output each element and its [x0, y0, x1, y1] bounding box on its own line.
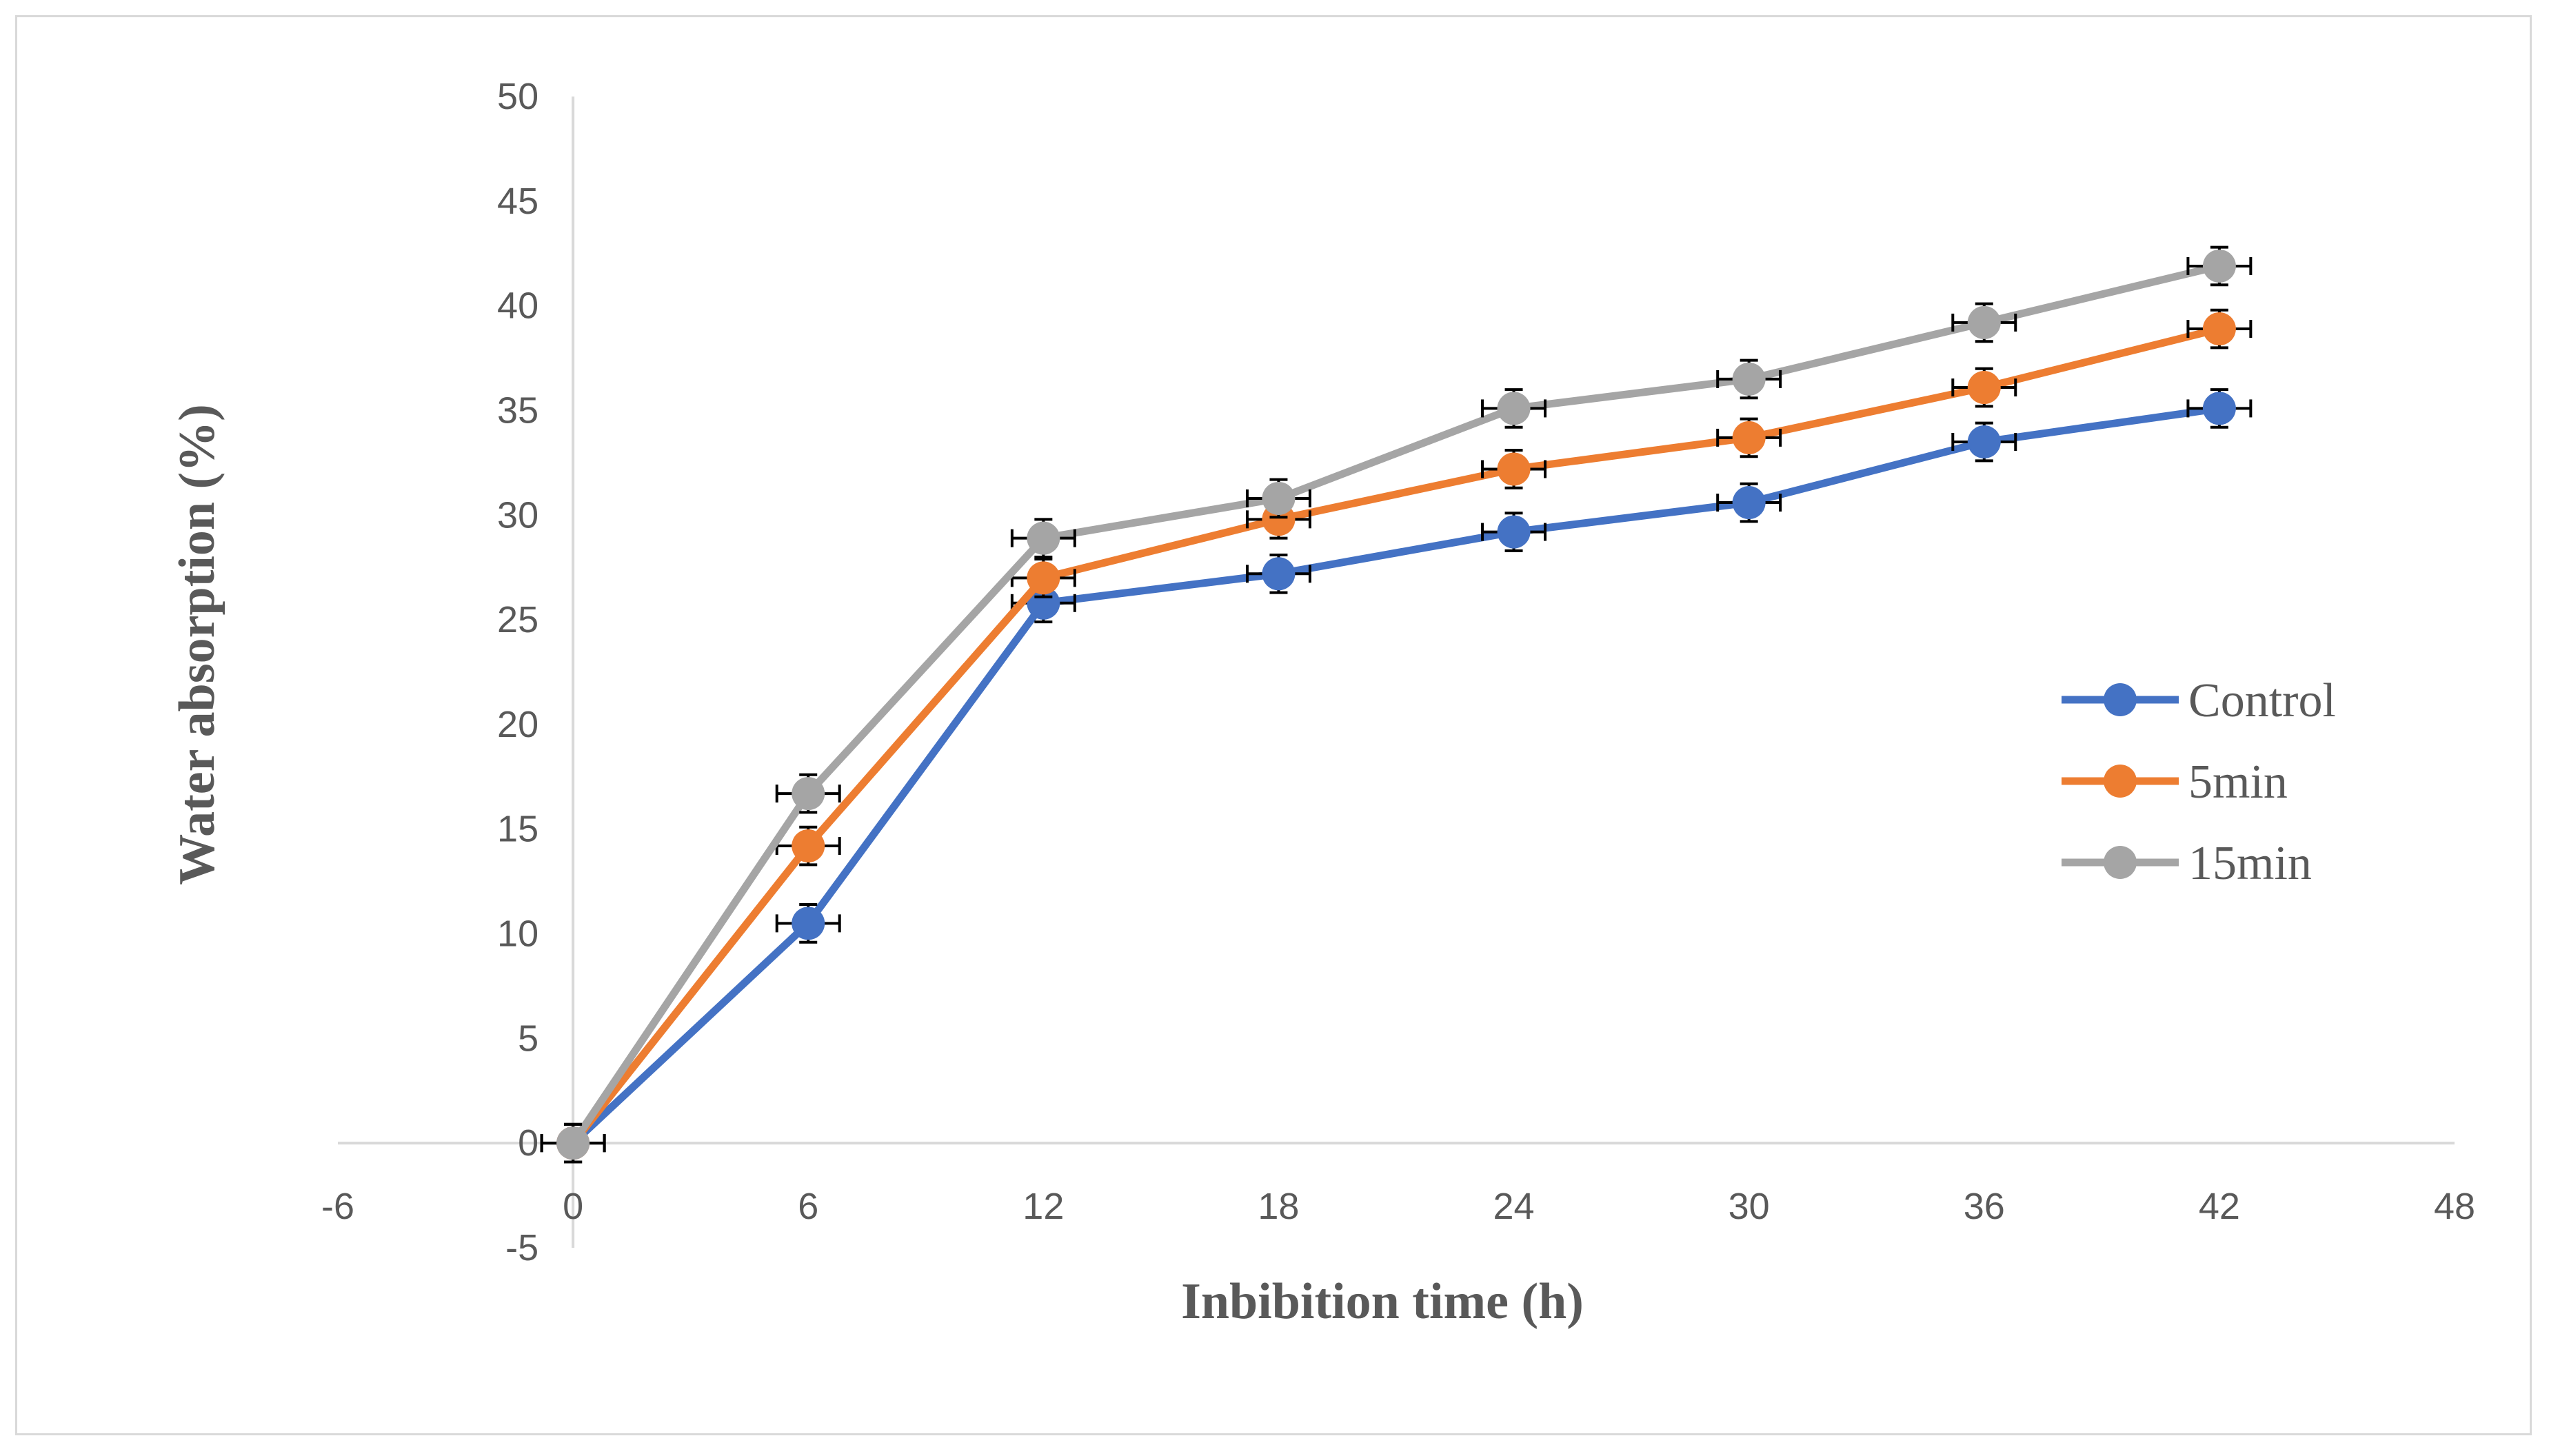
axes [338, 97, 2455, 1248]
x-tick-label: 30 [1729, 1186, 1770, 1227]
series-line [569, 404, 2224, 1147]
data-point [1027, 586, 1060, 620]
x-tick-label: -6 [321, 1186, 354, 1227]
y-tick-label: 40 [497, 285, 538, 327]
y-tick-label: 30 [497, 494, 538, 536]
y-tick-label: 45 [497, 181, 538, 222]
data-point [556, 1126, 590, 1160]
y-tick-label: -5 [505, 1227, 538, 1268]
data-point [2202, 392, 2236, 425]
data-point [1967, 425, 2001, 458]
chart-frame [15, 15, 2532, 1435]
y-tick-label: 10 [497, 913, 538, 955]
data-point [1262, 557, 1296, 591]
y-tick-label: 0 [518, 1122, 538, 1164]
data-point [792, 777, 825, 811]
data-point [1497, 452, 1531, 486]
data-point [1027, 561, 1060, 595]
legend-marker [2104, 765, 2137, 798]
legend-marker [2104, 846, 2137, 879]
x-tick-label: 18 [1258, 1186, 1299, 1227]
data-point [1027, 521, 1060, 555]
series [540, 245, 2253, 1164]
x-tick-labels: -6 0 6 12 18 24 30 36 42 48 [321, 1186, 2475, 1227]
y-tick-label: 20 [497, 704, 538, 745]
legend-label: Control [2188, 674, 2336, 727]
x-tick-label: 36 [1964, 1186, 2005, 1227]
legend-item: 15min [2062, 837, 2312, 890]
y-tick-label: 25 [497, 599, 538, 640]
legend-item: Control [2062, 674, 2336, 727]
x-tick-label: 6 [798, 1186, 818, 1227]
data-point [792, 829, 825, 863]
series-15min [540, 245, 2253, 1164]
x-axis-title: Inbibition time (h) [1181, 1273, 1584, 1330]
data-point [1497, 392, 1531, 425]
data-point [2202, 312, 2236, 346]
series-line [569, 262, 2224, 1147]
series-line [569, 325, 2224, 1147]
legend-label: 5min [2188, 756, 2288, 809]
y-tick-label: 35 [497, 390, 538, 431]
data-point [1732, 421, 1766, 454]
legend-label: 15min [2188, 837, 2312, 890]
x-tick-label: 48 [2434, 1186, 2475, 1227]
data-point [1732, 486, 1766, 520]
data-point [1497, 515, 1531, 549]
data-point [1967, 305, 2001, 339]
legend-marker [2104, 683, 2137, 716]
x-tick-label: 12 [1022, 1186, 1064, 1227]
data-point [1732, 362, 1766, 396]
legend-item: 5min [2062, 756, 2288, 809]
x-tick-label: 24 [1493, 1186, 1535, 1227]
data-point [2202, 249, 2236, 283]
data-point [1967, 371, 2001, 405]
x-tick-label: 42 [2199, 1186, 2240, 1227]
data-point [1262, 481, 1296, 515]
series-control [540, 388, 2253, 1164]
legend: Control 5min 15min [2062, 674, 2336, 890]
x-tick-label: 0 [563, 1186, 583, 1227]
y-tick-label: 15 [497, 809, 538, 850]
y-tick-label: 50 [497, 76, 538, 117]
y-axis-title: Water absorption (%) [169, 404, 225, 885]
data-point [792, 907, 825, 940]
y-tick-labels: -5 0 5 10 15 20 25 30 35 40 45 50 [497, 76, 538, 1268]
y-tick-label: 5 [518, 1018, 538, 1059]
